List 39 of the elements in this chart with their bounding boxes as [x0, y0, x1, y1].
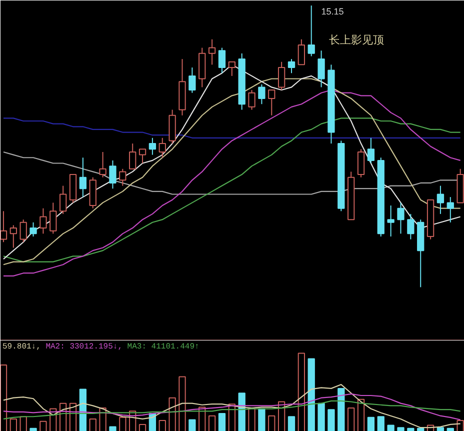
bar [318, 402, 325, 431]
bar [79, 388, 87, 431]
candlestick [208, 38, 216, 66]
candlestick [397, 202, 404, 234]
text: MA3: 41101.449↑ [127, 342, 200, 352]
annotation: 15.15 [321, 6, 344, 17]
bar [288, 416, 296, 431]
bar [338, 388, 345, 431]
candlestick [377, 157, 384, 237]
bar [258, 408, 266, 431]
bar [328, 409, 335, 431]
bar [436, 427, 444, 431]
bar [377, 416, 384, 431]
bar [407, 428, 414, 431]
bar [218, 412, 226, 431]
bar [417, 428, 424, 431]
bar [238, 392, 246, 431]
bar [446, 428, 454, 431]
annotation: 长上影见顶 [329, 34, 384, 47]
candlestick [10, 224, 17, 248]
candlestick [357, 148, 365, 178]
candlestick [178, 58, 186, 116]
candlestick [99, 151, 106, 178]
bar [308, 358, 315, 431]
bar [387, 424, 394, 431]
candlestick [168, 109, 176, 144]
candlestick [79, 157, 87, 198]
bar [109, 426, 116, 431]
bar [188, 419, 196, 431]
candlestick [417, 219, 424, 288]
candlestick [328, 64, 335, 144]
candlestick [367, 137, 375, 164]
candlestick [188, 66, 196, 94]
text: 59.801↓, [2, 342, 41, 352]
bar [397, 427, 404, 431]
bar [367, 416, 375, 431]
text: MA2: 33012.195↓, [46, 342, 123, 352]
candlestick [387, 205, 394, 237]
bar [30, 428, 37, 431]
